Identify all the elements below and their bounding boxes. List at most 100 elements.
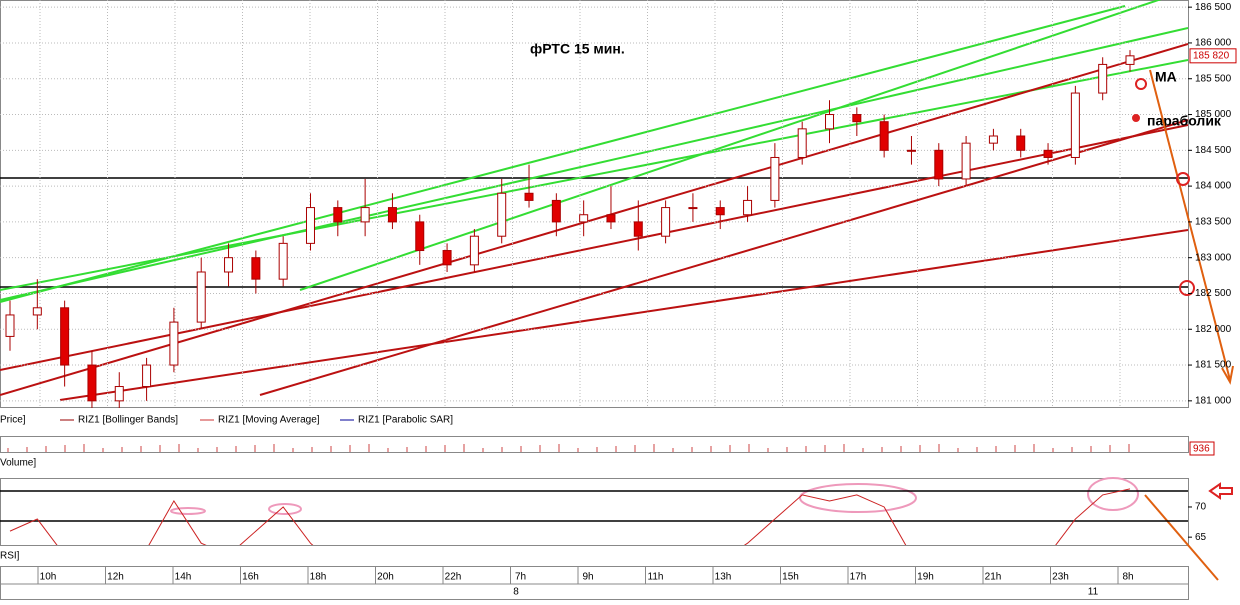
x-tick-label: 23h	[1052, 572, 1069, 583]
x-tick-label: 16h	[242, 572, 259, 583]
candle-body	[1125, 55, 1135, 65]
candle-body	[114, 386, 124, 402]
y-tick-label: 183 500	[1195, 217, 1232, 228]
candle-body	[606, 214, 616, 223]
x-tick-label: 18h	[310, 572, 327, 583]
candle-body	[1070, 92, 1080, 158]
candle-body	[551, 199, 561, 223]
candle-body	[661, 207, 671, 237]
candle-body	[415, 221, 425, 252]
time-axis	[0, 566, 1189, 600]
markers	[1132, 78, 1233, 500]
rsi-pane	[0, 478, 1189, 546]
rsi-line	[9, 488, 1131, 545]
rsi-plot	[9, 488, 1131, 545]
candle-body	[469, 235, 479, 266]
x-tick-label: 17h	[850, 572, 867, 583]
y-tick-label: 184 000	[1195, 181, 1232, 192]
candle-body	[1043, 149, 1053, 158]
candle-body	[251, 257, 261, 280]
candle-body	[715, 207, 725, 216]
x-tick-label: 21h	[985, 572, 1002, 583]
candle-body	[633, 221, 643, 237]
candle-body	[196, 271, 206, 323]
y-tick-label: 183 000	[1195, 252, 1232, 263]
candle-body	[879, 121, 889, 151]
volume-box	[1189, 441, 1215, 456]
candle-body	[305, 207, 315, 244]
candle-body	[169, 321, 179, 366]
y-tick-label: 185 000	[1195, 109, 1232, 120]
candle-body	[360, 207, 370, 223]
candle-body	[387, 207, 397, 223]
candle-body	[934, 149, 944, 180]
candle-body	[579, 214, 589, 223]
candle-body	[497, 192, 507, 237]
y-tick-label: 186 500	[1195, 2, 1232, 13]
legend-entry: RIZ1 [Bollinger Bands]	[78, 415, 178, 426]
y-tick-label: 186 000	[1195, 38, 1232, 49]
candle-body	[1016, 135, 1026, 151]
y-tick-label: 181 000	[1195, 395, 1232, 406]
candle-body	[770, 156, 780, 201]
price-pane	[0, 0, 1189, 408]
forecast-arrow	[1144, 69, 1234, 581]
candle-body	[1098, 63, 1108, 94]
y-tick-label: 181 500	[1195, 360, 1232, 371]
candle-body	[906, 149, 916, 152]
annotation: параболик	[1147, 113, 1222, 129]
candle-body	[852, 114, 862, 123]
x-tick-label: 19h	[917, 572, 934, 583]
last-price-label: 185 820	[1193, 50, 1230, 61]
candle-body	[988, 135, 998, 144]
price-plot	[0, 0, 1188, 408]
candle-body	[32, 307, 42, 316]
day-label: 11	[1088, 587, 1099, 598]
rsi-tick-label: 70	[1195, 502, 1207, 513]
rsi-tick-label: 65	[1195, 532, 1207, 543]
legend-entry: RIZ1 [Parabolic SAR]	[358, 415, 453, 426]
x-tick-label: 11h	[648, 572, 664, 583]
rsi-highlights	[170, 477, 1139, 515]
legend-entry: Price]	[0, 415, 26, 426]
candle-body	[278, 242, 288, 280]
candle-body	[60, 307, 70, 366]
volume-pane	[0, 436, 1189, 453]
x-tick-label: 15h	[782, 572, 799, 583]
candle-body	[688, 207, 698, 210]
candle-body	[797, 128, 807, 158]
pane-label: RSI]	[0, 551, 20, 562]
x-tick-label: 22h	[445, 572, 462, 583]
y-tick-label: 182 000	[1195, 324, 1232, 335]
y-tick-label: 182 500	[1195, 288, 1232, 299]
y-tick-label: 184 500	[1195, 145, 1232, 156]
candle-body	[524, 192, 534, 201]
candle-body	[87, 364, 97, 402]
legend-entry: RIZ1 [Moving Average]	[218, 415, 320, 426]
y-tick-label: 185 500	[1195, 73, 1232, 84]
candle-body	[825, 114, 835, 130]
x-tick-label: 13h	[715, 572, 732, 583]
candle-body	[5, 314, 15, 337]
volume-label: 936	[1193, 444, 1210, 455]
chart-title: фРТС 15 мин.	[530, 41, 625, 57]
green-trendlines	[0, 0, 1188, 303]
x-tick-label: 14h	[175, 572, 192, 583]
candle-body	[743, 199, 753, 216]
x-tick-label: 12h	[107, 572, 124, 583]
x-tick-label: 10h	[40, 572, 57, 583]
x-tick-label: 9h	[582, 572, 593, 583]
x-tick-label: 8h	[1122, 572, 1133, 583]
pane-label: Volume]	[0, 458, 36, 469]
x-tick-label: 7h	[515, 572, 526, 583]
day-label: 8	[513, 587, 519, 598]
candle-body	[442, 250, 452, 266]
candle-body	[961, 142, 971, 180]
candle-body	[224, 257, 234, 273]
x-tick-label: 20h	[377, 572, 394, 583]
candle-body	[333, 207, 343, 223]
last-price-box	[1189, 48, 1237, 64]
annotation: МА	[1155, 69, 1177, 85]
candle-body	[142, 364, 152, 388]
